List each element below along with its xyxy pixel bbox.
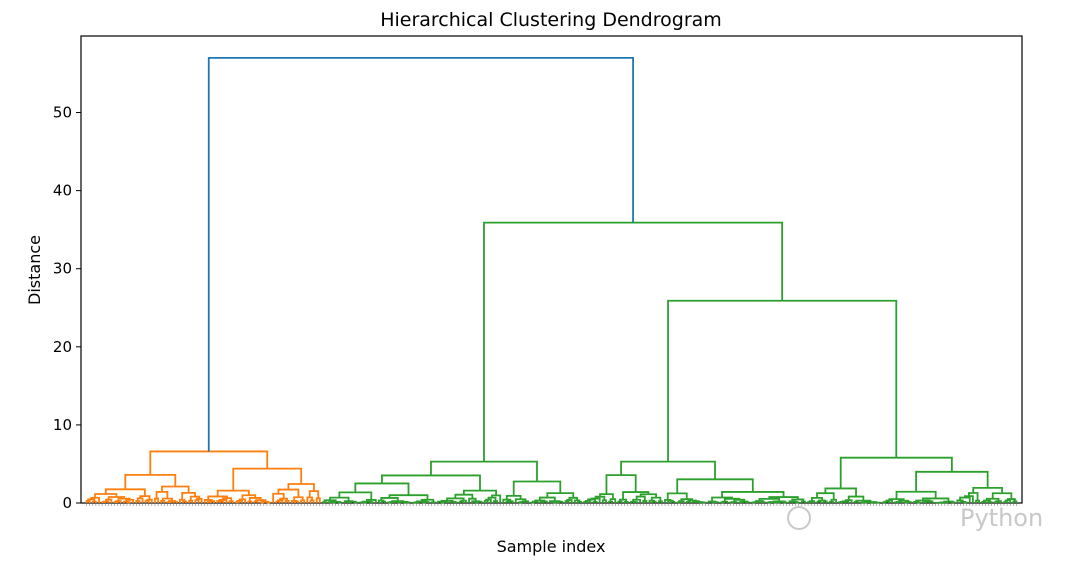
dendrogram-link xyxy=(993,501,999,504)
dendrogram-link xyxy=(430,501,436,504)
dendrogram-link xyxy=(950,501,956,504)
plot-frame xyxy=(80,35,1023,504)
dendrogram-link xyxy=(676,501,682,504)
dendrogram-link xyxy=(987,501,993,503)
y-tick-label: 20 xyxy=(53,338,72,356)
dendrogram-link xyxy=(1003,501,1009,504)
dendrogram-link xyxy=(234,501,240,504)
dendrogram-link xyxy=(166,501,172,504)
dendrogram-link xyxy=(155,490,169,499)
y-tick-label: 30 xyxy=(53,260,72,278)
dendrogram-link xyxy=(583,501,589,503)
y-tick-label: 50 xyxy=(53,104,72,122)
watermark: Python xyxy=(787,504,1043,532)
dendrogram-link xyxy=(912,501,920,503)
dendrogram-link xyxy=(752,501,760,503)
dendrogram-link xyxy=(483,221,784,462)
dendrogram-link xyxy=(667,299,898,462)
plot-area xyxy=(80,35,1023,504)
dendrogram-link xyxy=(149,450,269,475)
dendrogram-link xyxy=(915,470,989,492)
dendrogram-link xyxy=(388,501,396,503)
dendrogram-link xyxy=(782,501,788,504)
dendrogram-link xyxy=(416,500,428,503)
x-axis-label: Sample index xyxy=(497,537,606,556)
leaf-labels xyxy=(86,503,1017,506)
dendrogram-link xyxy=(338,491,373,500)
dendrogram-link xyxy=(104,488,146,497)
y-axis-ticks: 0 10 20 30 40 50 xyxy=(53,104,81,512)
dendrogram-link xyxy=(863,501,878,503)
dendrogram-link xyxy=(413,501,421,504)
watermark-text: Python xyxy=(960,504,1043,532)
dendrogram-link xyxy=(207,56,634,452)
dendrogram-link xyxy=(740,500,749,503)
dendrogram-link xyxy=(760,501,766,504)
dendrogram-link xyxy=(939,501,949,504)
dendrogram-link xyxy=(695,501,703,503)
dendrogram-link xyxy=(905,501,912,503)
dendrogram-links xyxy=(85,56,1018,504)
y-tick-label: 40 xyxy=(53,182,72,200)
y-tick-label: 10 xyxy=(53,416,72,434)
dendrogram-link xyxy=(839,456,953,489)
dendrogram-link xyxy=(391,500,405,503)
dendrogram-link xyxy=(232,467,303,491)
dendrogram-link xyxy=(730,501,738,503)
dendrogram-link xyxy=(322,501,327,504)
dendrogram-link xyxy=(430,460,538,482)
dendrogram-link xyxy=(943,500,954,503)
chart-title: Hierarchical Clustering Dendrogram xyxy=(380,9,722,31)
dendrogram-link xyxy=(154,497,159,503)
dendrogram-link xyxy=(113,501,119,503)
dendrogram-link xyxy=(807,501,813,503)
dendrogram-link xyxy=(261,500,270,503)
dendrogram-link xyxy=(361,500,373,503)
dendrogram-link xyxy=(353,501,359,504)
y-axis-label: Distance xyxy=(25,235,44,305)
dendrogram-link xyxy=(315,497,321,503)
dendrogram-link xyxy=(354,482,410,496)
wechat-icon xyxy=(787,506,811,530)
dendrogram-link xyxy=(623,501,629,503)
dendrogram-link xyxy=(330,501,341,503)
y-tick-label: 0 xyxy=(62,494,72,512)
